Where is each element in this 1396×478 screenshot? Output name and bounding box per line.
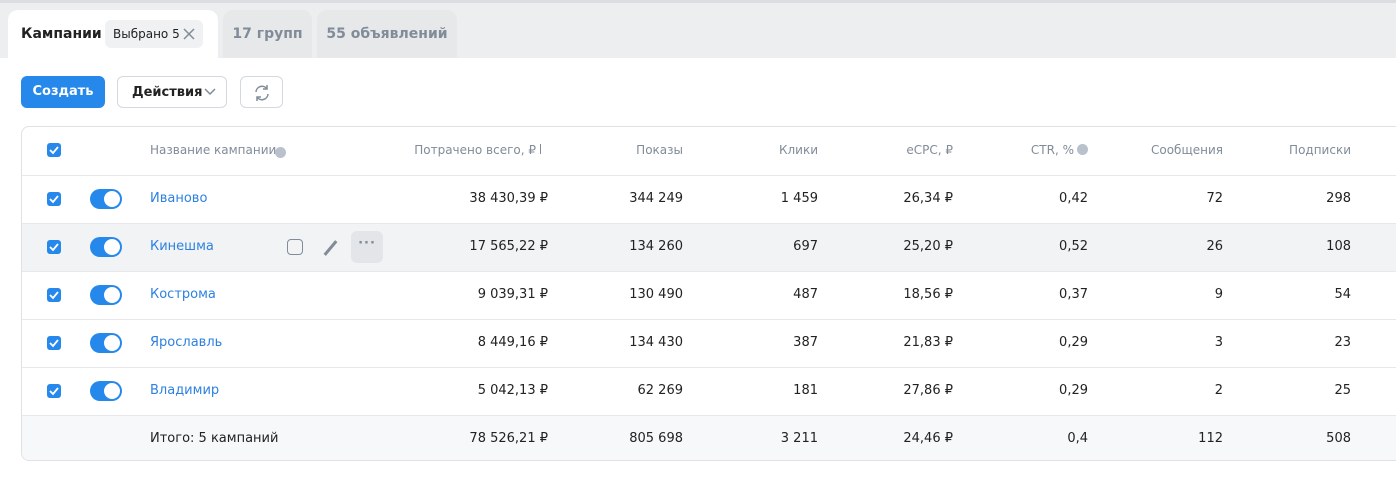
campaign-link[interactable]: Ярославль [150,335,223,350]
tab[interactable]: 55 объявлений [317,10,457,58]
create-button[interactable]: Создать [21,76,105,108]
total-value: 112 [1198,431,1223,446]
cell-value: 9 039,31 ₽ [477,287,548,302]
cell-value: 5 042,13 ₽ [477,383,548,398]
status-toggle[interactable] [90,285,122,305]
campaign-link[interactable]: Кострома [150,287,216,302]
cell-value: 0,29 [1059,383,1088,398]
column-header: Показы [636,143,683,157]
cell-value: 134 260 [629,239,683,254]
status-toggle[interactable] [90,189,122,209]
cell-value: 1 459 [780,191,818,206]
refresh-icon [255,85,269,101]
table-row[interactable]: Иваново 38 430,39 ₽ 344 249 1 459 26,34 ₽ 0,4… [22,175,1396,223]
campaign-link[interactable]: Иваново [150,191,208,206]
total-value: 3 211 [780,431,818,446]
status-toggle[interactable] [90,237,122,257]
cell-value: 298 [1326,191,1351,206]
actions-button[interactable]: Действия [117,76,227,108]
stats-icon[interactable] [287,239,303,255]
cell-value: 38 430,39 ₽ [469,191,548,206]
table-row[interactable]: Кинешма 17 565,22 ₽ 134 260 697 25,20 ₽ 0,52 2… [22,223,1396,271]
status-toggle[interactable] [90,333,122,353]
total-label: Итого: 5 кампаний [150,431,279,446]
cell-value: 344 249 [629,191,683,206]
cell-value: 17 565,22 ₽ [469,239,548,254]
column-header: eCPC, ₽ [906,143,953,157]
cell-value: 21,83 ₽ [903,335,953,350]
cell-value: 25 [1334,383,1351,398]
total-row: Итого: 5 кампаний 78 526,21 ₽ 805 698 3 211… [22,415,1396,460]
actions-label: Действия [132,85,203,100]
row-checkbox[interactable] [47,192,61,206]
edit-icon[interactable] [323,240,338,256]
total-value: 805 698 [629,431,683,446]
cell-value: 26 [1206,239,1223,254]
cell-value: 181 [793,383,818,398]
cell-value: 697 [793,239,818,254]
cell-value: 8 449,16 ₽ [477,335,548,350]
cell-value: 27,86 ₽ [903,383,953,398]
help-icon [1077,144,1088,155]
total-value: 508 [1326,431,1351,446]
cell-value: 0,52 [1059,239,1088,254]
cell-value: 54 [1334,287,1351,302]
status-toggle[interactable] [90,381,122,401]
cell-value: 18,56 ₽ [903,287,953,302]
tab[interactable]: 17 групп [223,10,312,58]
cell-value: 62 269 [637,383,684,398]
table-row[interactable]: Ярославль 8 449,16 ₽ 134 430 387 21,83 ₽ 0,29… [22,319,1396,367]
cell-value: 3 [1214,335,1223,350]
chevron-icon [204,88,216,96]
selection-badge: Выбрано 5 [105,20,203,48]
cell-value: 387 [793,335,818,350]
campaign-link[interactable]: Владимир [150,383,220,398]
cell-value: 9 [1214,287,1223,302]
row-checkbox[interactable] [47,288,61,302]
top-strip [0,0,1396,3]
campaign-table: Название кампании Потрачено всего, ₽ Показ… [21,126,1396,461]
column-header: Подписки [1289,143,1351,157]
cell-value: 130 490 [629,287,683,302]
column-header: Клики [778,143,818,157]
cell-value: 0,29 [1059,335,1088,350]
table-row[interactable]: Кострома 9 039,31 ₽ 130 490 487 18,56 ₽ 0,37 9… [22,271,1396,319]
refresh-button[interactable] [240,76,283,108]
column-header[interactable]: Потрачено всего, ₽ [414,143,536,157]
cell-value: 23 [1334,335,1351,350]
cell-value: 0,37 [1059,287,1088,302]
row-checkbox[interactable] [47,384,61,398]
column-header: Сообщения [1150,143,1223,157]
cell-value: 108 [1326,239,1351,254]
total-value: 24,46 ₽ [903,431,953,446]
tab-label: Кампании [21,26,102,42]
row-checkbox[interactable] [47,336,61,350]
row-checkbox[interactable] [47,240,61,254]
table-row[interactable]: Владимир 5 042,13 ₽ 62 269 181 27,86 ₽ 0,29 2 2… [22,367,1396,415]
cell-value: 2 [1214,383,1223,398]
cell-value: 26,34 ₽ [903,191,953,206]
select-all-checkbox[interactable] [47,143,61,157]
total-value: 78 526,21 ₽ [469,431,548,446]
cell-value: 25,20 ₽ [903,239,953,254]
tab-active[interactable]: Кампании Выбрано 5 [8,10,218,58]
total-value: 0,4 [1067,431,1088,446]
column-header: CTR, % [1030,143,1074,157]
column-header: Название кампании [150,143,277,157]
cell-value: 72 [1206,191,1223,206]
help-icon [275,147,286,158]
more-button[interactable]: ··· [351,231,383,263]
cell-value: 487 [793,287,818,302]
sort-arrow [540,144,541,154]
campaign-link[interactable]: Кинешма [150,239,214,254]
badge-label: Выбрано 5 [113,27,180,41]
header-row: Название кампании Потрачено всего, ₽ Показ… [22,127,1396,175]
cell-value: 134 430 [629,335,683,350]
cell-value: 0,42 [1059,191,1088,206]
close-icon[interactable] [183,28,195,40]
